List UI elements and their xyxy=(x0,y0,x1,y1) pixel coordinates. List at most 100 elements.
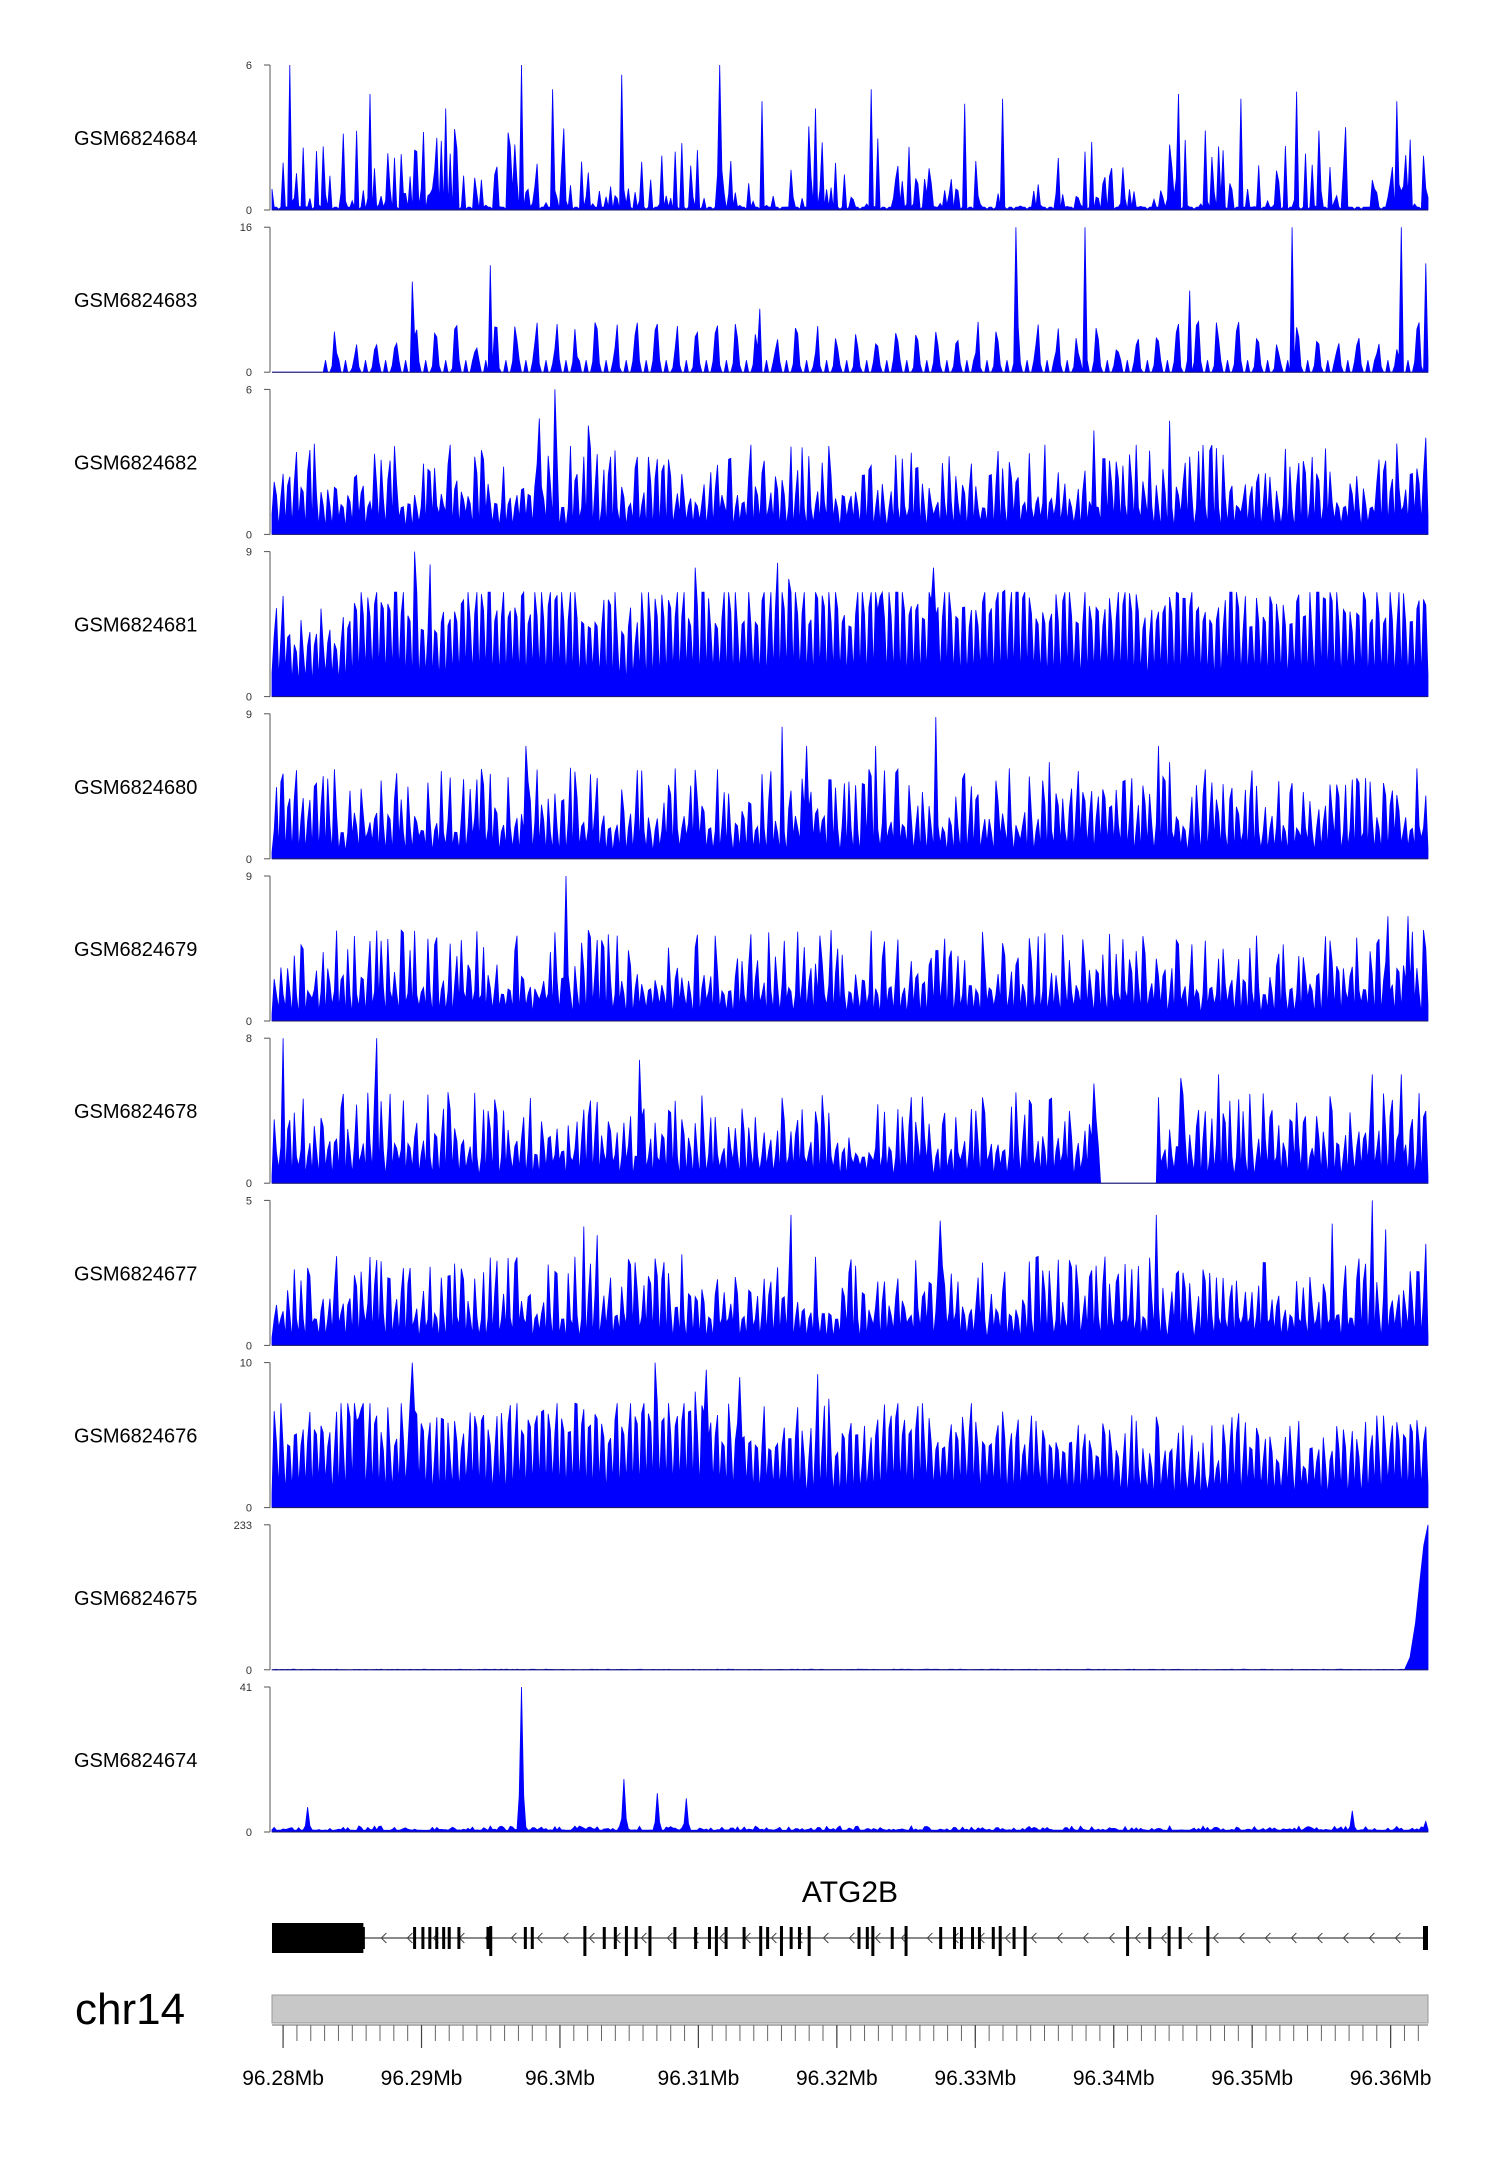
y-tick-label-min: 0 xyxy=(246,1827,252,1839)
x-tick-label: 96.29Mb xyxy=(381,2067,463,2090)
y-tick-label-max: 9 xyxy=(246,871,252,883)
strand-arrow xyxy=(770,1932,777,1944)
exon xyxy=(890,1927,894,1949)
exon xyxy=(634,1927,638,1949)
y-tick-label-max: 9 xyxy=(246,709,252,721)
strand-arrow xyxy=(380,1932,387,1944)
y-tick-label-max: 16 xyxy=(240,222,252,234)
strand-arrow xyxy=(1238,1932,1245,1944)
exon xyxy=(971,1927,975,1949)
strand-arrow xyxy=(926,1932,933,1944)
signal-area xyxy=(271,716,1429,860)
strand-arrow xyxy=(874,1932,881,1944)
strand-arrow xyxy=(1316,1932,1323,1944)
strand-arrow xyxy=(822,1932,829,1944)
signal-area xyxy=(271,1200,1429,1346)
exon xyxy=(939,1927,943,1949)
exon xyxy=(766,1927,770,1949)
exon xyxy=(613,1927,617,1949)
exon xyxy=(673,1927,677,1949)
exon xyxy=(857,1927,861,1949)
track-label: GSM6824676 xyxy=(74,1426,197,1448)
y-tick-label-min: 0 xyxy=(246,367,252,379)
y-tick-label-max: 233 xyxy=(234,1520,252,1532)
strand-arrow xyxy=(406,1932,413,1944)
exon xyxy=(489,1926,493,1956)
exon xyxy=(953,1927,957,1949)
strand-arrow xyxy=(1342,1932,1349,1944)
signal-area xyxy=(272,227,1429,373)
exon xyxy=(871,1926,875,1956)
strand-arrow xyxy=(1290,1932,1297,1944)
strand-arrow xyxy=(1212,1932,1219,1944)
exon xyxy=(457,1927,461,1949)
strand-arrow xyxy=(1264,1932,1271,1944)
signal-area xyxy=(271,389,1429,535)
exon xyxy=(779,1926,783,1956)
y-tick-label-min: 0 xyxy=(246,1665,252,1677)
y-tick-label-max: 9 xyxy=(246,547,252,559)
signal-area xyxy=(271,1686,1429,1833)
y-tick-label-min: 0 xyxy=(246,205,252,217)
track-GSM6824675: GSM6824675 233 0 xyxy=(74,1520,1429,1677)
exon xyxy=(583,1926,587,1956)
strand-arrow xyxy=(1160,1932,1167,1944)
y-tick-label-min: 0 xyxy=(246,692,252,704)
strand-arrow xyxy=(640,1932,647,1944)
exon xyxy=(707,1927,711,1949)
exon xyxy=(865,1927,869,1949)
exon xyxy=(624,1926,628,1956)
exon xyxy=(1023,1926,1027,1956)
exon xyxy=(759,1926,763,1956)
gene-name: ATG2B xyxy=(802,1876,898,1909)
track-label: GSM6824684 xyxy=(74,128,197,150)
exon xyxy=(1167,1926,1171,1956)
exon xyxy=(998,1926,1002,1956)
track-label: GSM6824682 xyxy=(74,452,197,474)
exon xyxy=(977,1927,981,1949)
y-tick-label-min: 0 xyxy=(246,854,252,866)
strand-arrow xyxy=(536,1932,543,1944)
exon xyxy=(602,1927,606,1949)
track-GSM6824683: GSM6824683 16 0 xyxy=(74,222,1429,379)
track-GSM6824679: GSM6824679 9 0 xyxy=(74,871,1429,1028)
track-GSM6824684: GSM6824684 6 0 xyxy=(74,60,1429,217)
track-GSM6824682: GSM6824682 6 0 xyxy=(74,384,1429,541)
exon xyxy=(789,1927,793,1949)
y-tick-label-min: 0 xyxy=(246,1016,252,1028)
exon xyxy=(991,1927,995,1949)
track-GSM6824678: GSM6824678 8 0 xyxy=(74,1033,1429,1190)
y-tick-label-min: 0 xyxy=(246,1503,252,1515)
y-tick-label-max: 6 xyxy=(246,384,252,396)
track-label: GSM6824683 xyxy=(74,290,197,312)
exon xyxy=(904,1926,908,1956)
exon xyxy=(361,1927,365,1949)
y-tick-label-min: 0 xyxy=(246,529,252,541)
strand-arrow xyxy=(1134,1932,1141,1944)
utr-block xyxy=(272,1923,364,1953)
track-label: GSM6824679 xyxy=(74,939,197,961)
y-tick-label-max: 5 xyxy=(246,1195,252,1207)
chromosome-band xyxy=(271,1994,1429,2024)
track-GSM6824677: GSM6824677 5 0 xyxy=(74,1195,1429,1352)
strand-arrow xyxy=(1108,1932,1115,1944)
chromosome-track: chr14 96.28Mb 96.29Mb 96.3Mb 96.31Mb 96.32Mb 9… xyxy=(75,1985,1431,2090)
y-tick-label-min: 0 xyxy=(246,1178,252,1190)
exon xyxy=(1126,1926,1130,1956)
signal-area xyxy=(271,875,1429,1022)
strand-arrow xyxy=(1368,1932,1375,1944)
strand-arrow xyxy=(666,1932,673,1944)
x-tick-label: 96.3Mb xyxy=(525,2067,595,2090)
track-label: GSM6824675 xyxy=(74,1588,197,1610)
strand-arrow xyxy=(1056,1932,1063,1944)
x-tick-label: 96.35Mb xyxy=(1211,2067,1293,2090)
exon xyxy=(486,1927,490,1949)
exon xyxy=(742,1927,746,1949)
track-GSM6824676: GSM6824676 10 0 xyxy=(74,1358,1429,1515)
exon xyxy=(428,1927,432,1949)
x-tick-label: 96.33Mb xyxy=(934,2067,1016,2090)
exon xyxy=(807,1926,811,1956)
strand-arrow xyxy=(1004,1932,1011,1944)
y-tick-label-max: 41 xyxy=(240,1682,252,1694)
